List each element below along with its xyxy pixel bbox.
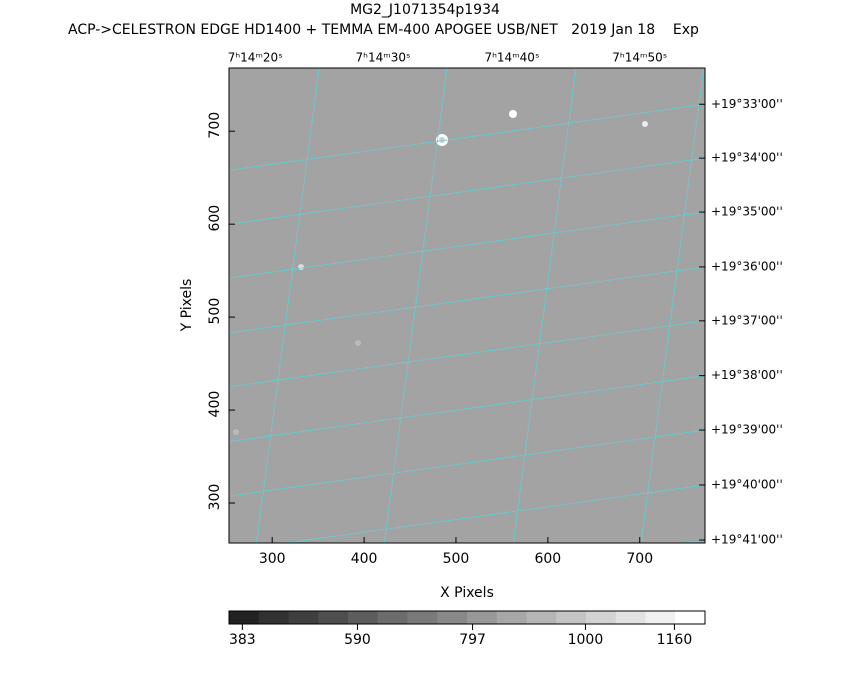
stars xyxy=(233,110,648,435)
dec-grid-line xyxy=(229,211,705,279)
y-tick-label: 600 xyxy=(207,205,223,232)
colorbar-segment xyxy=(615,611,646,624)
dec-tick-label: +19°41'00'' xyxy=(711,533,783,547)
colorbar-tick-label: 383 xyxy=(229,632,256,648)
dec-grid-line xyxy=(229,103,705,171)
colorbar-tick-label: 1160 xyxy=(657,632,693,648)
dec-tick-label: +19°36'00'' xyxy=(711,259,783,273)
x-tick-label: 600 xyxy=(534,551,561,567)
colorbar-segment xyxy=(526,611,557,624)
star xyxy=(298,264,304,270)
star xyxy=(642,121,648,127)
ra-tick-label: 7ʰ14ᵐ30ˢ xyxy=(356,51,411,65)
x-tick-label: 500 xyxy=(443,551,470,567)
dec-tick-label: +19°37'00'' xyxy=(711,313,783,327)
ra-tick-label: 7ʰ14ᵐ20ˢ xyxy=(228,51,283,65)
dec-grid-line xyxy=(229,320,705,388)
colorbar-segment xyxy=(407,611,438,624)
star xyxy=(233,429,239,435)
ra-grid-line xyxy=(383,68,448,543)
colorbar-segment xyxy=(586,611,617,624)
x-tick-label: 400 xyxy=(351,551,378,567)
dec-tick-label: +19°39'00'' xyxy=(711,423,783,437)
colorbar-segment xyxy=(675,611,706,624)
ra-grid-line xyxy=(256,68,320,543)
plot-frame xyxy=(228,67,706,544)
colorbar-segment xyxy=(556,611,587,624)
colorbar-segment xyxy=(229,611,260,624)
y-tick-label: 400 xyxy=(207,391,223,418)
chart-title: MG2_J1071354p1934 xyxy=(350,2,500,18)
x-tick-label: 700 xyxy=(626,551,653,567)
colorbar-frame xyxy=(228,610,706,625)
ra-grid-line xyxy=(512,68,577,543)
colorbar-segment xyxy=(377,611,408,624)
ra-tick-label: 7ʰ14ᵐ40ˢ xyxy=(484,51,539,65)
dec-tick-label: +19°34'00'' xyxy=(711,151,783,165)
chart-subtitle: ACP->CELESTRON EDGE HD1400 + TEMMA EM-40… xyxy=(68,22,699,38)
star xyxy=(439,137,445,143)
colorbar-segment xyxy=(288,611,319,624)
colorbar-segment xyxy=(467,611,498,624)
coordinate-grid xyxy=(229,68,705,543)
colorbar-segment xyxy=(645,611,676,624)
dec-tick-label: +19°35'00'' xyxy=(711,205,783,219)
dec-tick-label: +19°38'00'' xyxy=(711,368,783,382)
colorbar-segment xyxy=(496,611,527,624)
dec-grid-line xyxy=(283,484,705,543)
star xyxy=(355,340,361,346)
star xyxy=(509,110,517,118)
colorbar-segment xyxy=(437,611,468,624)
y-tick-label: 700 xyxy=(207,112,223,139)
colorbar-segment xyxy=(348,611,379,624)
x-axis-label: X Pixels xyxy=(440,585,494,601)
y-tick-label: 300 xyxy=(207,484,223,511)
dec-grid-line xyxy=(229,375,705,443)
sky-image xyxy=(229,68,705,543)
dec-tick-label: +19°33'00'' xyxy=(711,97,783,111)
ra-tick-label: 7ʰ14ᵐ50ˢ xyxy=(612,51,667,65)
dec-grid-line xyxy=(229,266,705,334)
colorbar xyxy=(229,611,706,624)
y-tick-label: 500 xyxy=(207,298,223,325)
colorbar-tick-label: 1000 xyxy=(568,632,604,648)
colorbar-tick-label: 797 xyxy=(459,632,486,648)
dec-grid-line xyxy=(229,429,705,497)
ra-grid-line xyxy=(640,68,705,543)
dec-tick-label: +19°40'00'' xyxy=(711,477,783,491)
colorbar-segment xyxy=(318,611,349,624)
y-axis-label: Y Pixels xyxy=(179,279,195,333)
dec-grid-line xyxy=(229,157,705,225)
colorbar-segment xyxy=(258,611,289,624)
colorbar-tick-label: 590 xyxy=(344,632,371,648)
x-tick-label: 300 xyxy=(259,551,286,567)
